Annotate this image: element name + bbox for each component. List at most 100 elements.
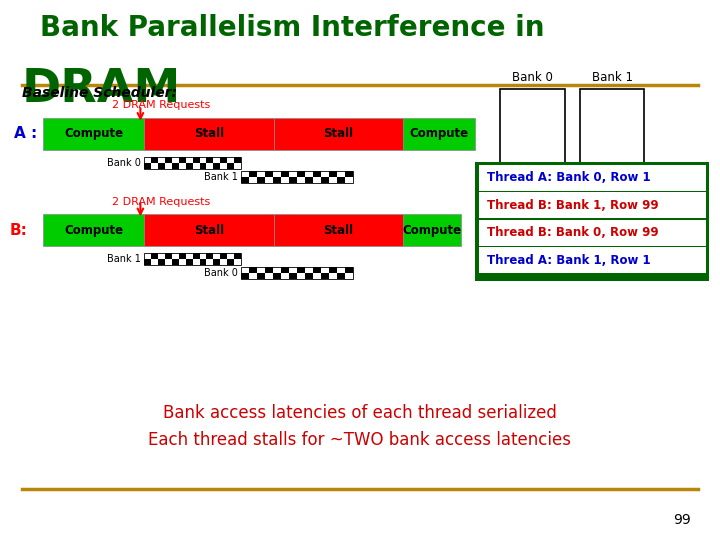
Bar xyxy=(241,171,353,183)
Bar xyxy=(249,177,257,183)
Bar xyxy=(305,171,313,177)
Text: Each thread stalls for ~TWO bank access latencies: Each thread stalls for ~TWO bank access … xyxy=(148,431,572,449)
Bar xyxy=(144,157,151,163)
Bar xyxy=(289,273,297,279)
Bar xyxy=(179,259,186,265)
Bar xyxy=(193,163,199,169)
Bar xyxy=(151,163,158,169)
Bar xyxy=(345,177,353,183)
Bar xyxy=(207,163,213,169)
Bar xyxy=(179,163,186,169)
Bar xyxy=(207,253,213,259)
Bar xyxy=(158,253,165,259)
Bar xyxy=(165,259,172,265)
Bar xyxy=(228,259,234,265)
Bar xyxy=(500,89,565,165)
Bar xyxy=(158,163,165,169)
Text: Bank 1: Bank 1 xyxy=(204,172,238,181)
Bar xyxy=(257,171,265,177)
Bar xyxy=(165,157,172,163)
Text: Thread B: Bank 1, Row 99: Thread B: Bank 1, Row 99 xyxy=(487,199,659,212)
Bar xyxy=(213,253,220,259)
Bar xyxy=(321,273,329,279)
Bar xyxy=(313,177,321,183)
Bar xyxy=(228,163,234,169)
Text: Baseline Scheduler:: Baseline Scheduler: xyxy=(22,86,176,100)
Bar xyxy=(265,177,273,183)
Bar xyxy=(475,162,709,281)
Bar xyxy=(213,157,220,163)
Bar xyxy=(265,267,273,273)
Text: Stall: Stall xyxy=(194,127,224,140)
Text: Bank 1: Bank 1 xyxy=(107,254,140,264)
Bar xyxy=(144,253,241,265)
Bar xyxy=(220,259,228,265)
Text: Thread A: Bank 1, Row 1: Thread A: Bank 1, Row 1 xyxy=(487,254,651,267)
Text: Compute: Compute xyxy=(64,224,123,237)
Text: Stall: Stall xyxy=(194,224,224,237)
Bar xyxy=(207,259,213,265)
Bar xyxy=(337,171,345,177)
Bar xyxy=(165,163,172,169)
Bar xyxy=(249,273,257,279)
Text: 2 DRAM Requests: 2 DRAM Requests xyxy=(112,197,210,207)
Bar xyxy=(337,267,345,273)
Bar xyxy=(289,267,297,273)
Bar xyxy=(199,163,207,169)
Text: Compute: Compute xyxy=(410,127,469,140)
Text: Bank 1: Bank 1 xyxy=(592,71,632,84)
Bar xyxy=(313,273,321,279)
Bar xyxy=(172,157,179,163)
Text: Stall: Stall xyxy=(323,224,354,237)
Bar xyxy=(234,253,241,259)
Bar xyxy=(220,163,228,169)
Bar xyxy=(193,259,199,265)
Bar xyxy=(228,253,234,259)
Text: 2 DRAM Requests: 2 DRAM Requests xyxy=(112,100,210,110)
Bar xyxy=(186,163,193,169)
Text: Bank 0: Bank 0 xyxy=(204,268,238,278)
Bar xyxy=(403,118,475,150)
Text: Thread B: Bank 0, Row 99: Thread B: Bank 0, Row 99 xyxy=(487,226,659,239)
Bar xyxy=(289,171,297,177)
Bar xyxy=(329,267,337,273)
Bar xyxy=(257,273,265,279)
Text: Bank Parallelism Interference in: Bank Parallelism Interference in xyxy=(40,14,544,42)
Bar xyxy=(580,89,644,165)
Bar xyxy=(297,171,305,177)
Bar xyxy=(329,273,337,279)
Bar xyxy=(165,253,172,259)
Bar xyxy=(144,163,151,169)
Bar xyxy=(345,273,353,279)
Bar xyxy=(321,177,329,183)
Bar xyxy=(186,259,193,265)
Bar xyxy=(273,177,281,183)
Bar xyxy=(144,253,151,259)
Text: Compute: Compute xyxy=(64,127,123,140)
Text: A :: A : xyxy=(14,126,37,141)
Bar xyxy=(289,177,297,183)
Bar xyxy=(281,273,289,279)
Bar xyxy=(151,253,158,259)
Bar xyxy=(313,171,321,177)
Bar xyxy=(321,171,329,177)
Bar xyxy=(265,171,273,177)
Bar xyxy=(228,157,234,163)
Bar xyxy=(479,247,706,273)
Bar xyxy=(273,267,281,273)
Bar xyxy=(345,267,353,273)
Bar xyxy=(144,118,274,150)
Bar xyxy=(241,273,249,279)
Bar xyxy=(172,259,179,265)
Bar xyxy=(273,273,281,279)
Bar xyxy=(257,267,265,273)
Bar xyxy=(186,253,193,259)
Bar xyxy=(337,177,345,183)
Bar xyxy=(193,253,199,259)
Bar xyxy=(213,259,220,265)
Bar xyxy=(479,220,706,246)
Bar xyxy=(274,118,403,150)
Bar xyxy=(151,259,158,265)
Bar xyxy=(313,267,321,273)
Bar xyxy=(234,163,241,169)
